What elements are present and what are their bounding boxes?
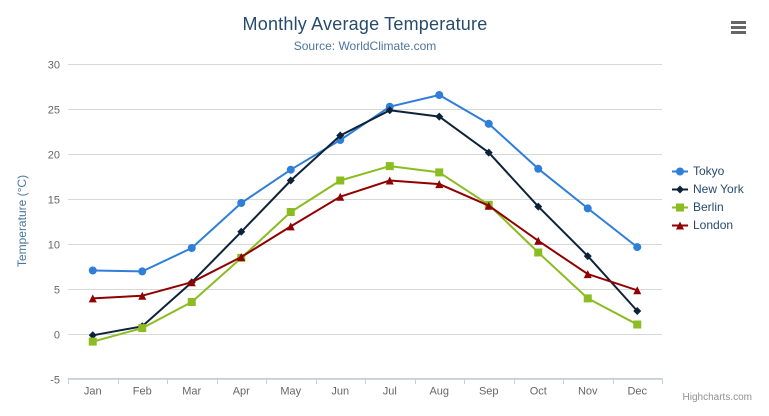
data-point-berlin-dec[interactable]: [633, 320, 642, 329]
data-point-new-york-oct[interactable]: [534, 202, 543, 211]
data-point-new-york-aug[interactable]: [435, 112, 444, 121]
data-point-tokyo-sep[interactable]: [484, 119, 493, 128]
x-axis-label: Nov: [578, 386, 598, 398]
data-point-tokyo-mar[interactable]: [187, 244, 196, 252]
data-point-london-feb[interactable]: [138, 291, 147, 300]
x-axis-label: May: [280, 386, 301, 398]
chart-title: Monthly Average Temperature: [242, 14, 488, 34]
data-point-new-york-dec[interactable]: [633, 307, 642, 315]
data-point-new-york-jan[interactable]: [88, 331, 97, 340]
data-point-london-jul[interactable]: [385, 176, 394, 185]
data-point-berlin-oct[interactable]: [534, 248, 543, 257]
hamburger-icon: [731, 20, 746, 34]
data-point-london-oct[interactable]: [534, 236, 543, 245]
data-point-tokyo-apr[interactable]: [237, 199, 246, 207]
series-line-berlin[interactable]: [91, 165, 639, 343]
data-point-tokyo-feb[interactable]: [138, 267, 147, 276]
data-point-berlin-mar[interactable]: [187, 298, 196, 306]
data-point-tokyo-aug[interactable]: [435, 91, 444, 99]
legend-symbol-marker: [676, 167, 684, 175]
y-axis-label: 20: [48, 150, 60, 162]
y-axis-label: 10: [48, 240, 60, 252]
legend-label: London: [693, 218, 734, 232]
data-point-london-apr[interactable]: [237, 253, 246, 261]
x-axis-label: Aug: [429, 386, 449, 398]
legend-symbol-marker: [676, 221, 684, 229]
legend-circle-marker-icon: [672, 167, 688, 175]
x-axis-label: Oct: [530, 386, 547, 398]
data-point-berlin-jul[interactable]: [385, 162, 394, 171]
y-axis-label: 25: [48, 105, 60, 117]
legend-item-tokyo[interactable]: Tokyo: [672, 162, 744, 180]
data-point-new-york-nov[interactable]: [583, 252, 592, 261]
data-point-berlin-feb[interactable]: [138, 324, 147, 333]
y-axis-label: 5: [54, 285, 60, 297]
data-point-new-york-apr[interactable]: [237, 227, 246, 236]
data-point-london-sep[interactable]: [484, 201, 493, 210]
data-point-new-york-sep[interactable]: [484, 148, 493, 157]
data-point-new-york-jul[interactable]: [385, 106, 394, 115]
series-line-new-york[interactable]: [91, 109, 639, 337]
x-axis-label: Jun: [331, 386, 349, 398]
context-menu-button[interactable]: [727, 16, 751, 38]
data-point-berlin-jan[interactable]: [88, 337, 97, 346]
legend-label: Tokyo: [693, 164, 725, 178]
data-point-tokyo-oct[interactable]: [534, 164, 543, 173]
data-point-new-york-may[interactable]: [286, 176, 295, 185]
data-point-london-may[interactable]: [286, 222, 295, 231]
legend-item-new-york[interactable]: New York: [672, 180, 744, 198]
x-axis-label: Sep: [479, 386, 499, 398]
data-point-london-dec[interactable]: [633, 286, 642, 295]
data-point-london-jun[interactable]: [336, 192, 345, 201]
data-point-berlin-jun[interactable]: [336, 176, 345, 185]
legend-square-marker-icon: [672, 203, 688, 211]
legend-item-berlin[interactable]: Berlin: [672, 198, 744, 216]
y-axis-label: 15: [48, 195, 60, 207]
y-axis-label: 30: [48, 60, 60, 72]
y-axis-title: Temperature (°C): [15, 175, 29, 267]
legend-label: New York: [693, 182, 744, 196]
credits-link[interactable]: Highcharts.com: [682, 392, 752, 403]
legend: Tokyo New York Berlin London: [672, 162, 744, 234]
legend-triangle-marker-icon: [672, 221, 688, 229]
data-point-berlin-nov[interactable]: [583, 294, 592, 303]
x-axis-label: Apr: [233, 386, 250, 398]
data-point-london-jan[interactable]: [88, 294, 97, 303]
x-axis-label: Dec: [627, 386, 647, 398]
legend-symbol-marker: [676, 203, 684, 211]
data-point-london-aug[interactable]: [435, 180, 444, 189]
data-point-berlin-aug[interactable]: [435, 168, 444, 177]
legend-label: Berlin: [693, 200, 724, 214]
data-point-tokyo-nov[interactable]: [583, 204, 592, 213]
legend-item-london[interactable]: London: [672, 216, 744, 234]
x-axis-label: Jul: [383, 386, 397, 398]
data-point-berlin-may[interactable]: [286, 208, 295, 216]
data-point-tokyo-may[interactable]: [286, 165, 295, 174]
legend-symbol-marker: [676, 185, 684, 193]
data-point-london-mar[interactable]: [187, 278, 196, 287]
data-point-tokyo-jan[interactable]: [88, 266, 97, 275]
legend-diamond-marker-icon: [672, 185, 688, 193]
data-point-london-nov[interactable]: [583, 270, 592, 279]
y-axis-label: 0: [54, 330, 60, 342]
data-point-tokyo-dec[interactable]: [633, 243, 642, 252]
y-axis-label: -5: [50, 375, 60, 387]
chart-subtitle: Source: WorldClimate.com: [293, 39, 437, 53]
data-point-new-york-jun[interactable]: [336, 131, 345, 140]
series-line-london[interactable]: [91, 179, 639, 300]
x-axis-label: Jan: [84, 386, 102, 398]
x-axis-label: Mar: [182, 386, 201, 398]
x-axis-label: Feb: [133, 386, 152, 398]
